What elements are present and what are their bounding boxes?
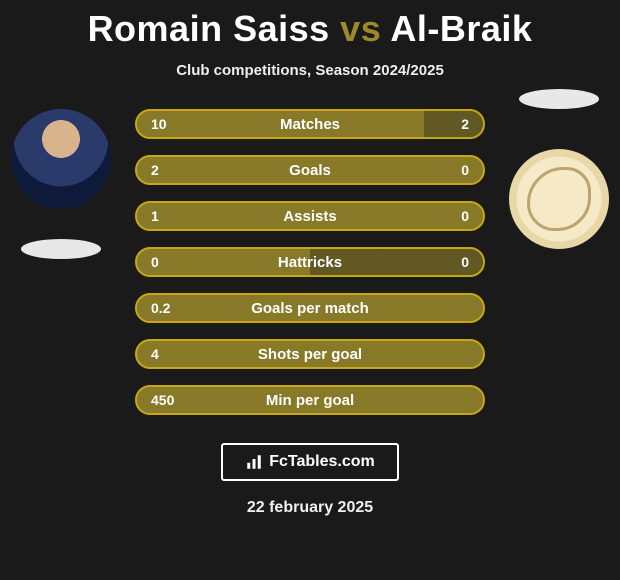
stat-row: 450Min per goal bbox=[135, 385, 485, 415]
club-crest-icon bbox=[509, 149, 609, 249]
right-player-column bbox=[504, 89, 614, 249]
stat-value-left: 1 bbox=[151, 208, 159, 224]
stat-value-right: 2 bbox=[461, 116, 469, 132]
title-player2: Al-Braik bbox=[390, 8, 532, 49]
stat-value-left: 4 bbox=[151, 346, 159, 362]
stat-row: 0Hattricks0 bbox=[135, 247, 485, 277]
left-player-column bbox=[6, 109, 116, 259]
country-badge bbox=[519, 89, 599, 109]
stat-label: Goals per match bbox=[137, 300, 483, 317]
stat-row: 10Matches2 bbox=[135, 109, 485, 139]
title-vs: vs bbox=[340, 8, 381, 49]
stats-area: 10Matches22Goals01Assists00Hattricks00.2… bbox=[0, 109, 620, 415]
stat-value-left: 10 bbox=[151, 116, 167, 132]
player-photo-icon bbox=[11, 109, 111, 209]
attribution[interactable]: FcTables.com bbox=[221, 443, 399, 481]
stat-label: Shots per goal bbox=[137, 346, 483, 363]
stat-row: 4Shots per goal bbox=[135, 339, 485, 369]
stat-value-left: 450 bbox=[151, 392, 174, 408]
avatar bbox=[11, 109, 111, 209]
stat-label: Matches bbox=[137, 116, 483, 133]
title-player1: Romain Saiss bbox=[88, 8, 330, 49]
stat-label: Assists bbox=[137, 208, 483, 225]
stat-label: Hattricks bbox=[137, 254, 483, 271]
stat-rows: 10Matches22Goals01Assists00Hattricks00.2… bbox=[135, 109, 485, 415]
stat-value-right: 0 bbox=[461, 254, 469, 270]
stat-value-right: 0 bbox=[461, 208, 469, 224]
stat-value-right: 0 bbox=[461, 162, 469, 178]
stat-label: Goals bbox=[137, 162, 483, 179]
stat-value-left: 2 bbox=[151, 162, 159, 178]
page-title: Romain Saiss vs Al-Braik bbox=[88, 8, 533, 50]
stat-row: 2Goals0 bbox=[135, 155, 485, 185]
attribution-text: FcTables.com bbox=[269, 453, 375, 471]
stat-row: 0.2Goals per match bbox=[135, 293, 485, 323]
date: 22 february 2025 bbox=[247, 499, 373, 517]
bar-chart-icon bbox=[245, 453, 263, 471]
country-badge bbox=[21, 239, 101, 259]
avatar bbox=[509, 149, 609, 249]
stat-value-left: 0.2 bbox=[151, 300, 170, 316]
stat-value-left: 0 bbox=[151, 254, 159, 270]
comparison-card: Romain Saiss vs Al-Braik Club competitio… bbox=[0, 0, 620, 580]
stat-row: 1Assists0 bbox=[135, 201, 485, 231]
subtitle: Club competitions, Season 2024/2025 bbox=[176, 62, 444, 79]
stat-label: Min per goal bbox=[137, 392, 483, 409]
